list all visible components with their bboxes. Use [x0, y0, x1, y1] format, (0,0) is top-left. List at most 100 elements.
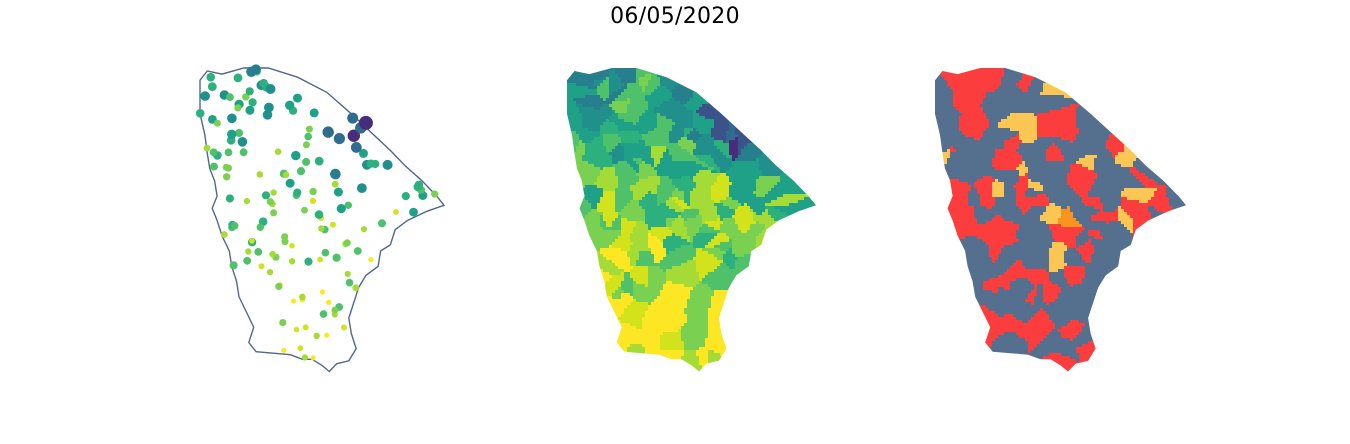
- municipality-dot: [366, 159, 375, 168]
- municipality-region: [1028, 329, 1061, 365]
- municipality-region: [603, 134, 621, 152]
- municipality-dot: [195, 109, 205, 118]
- municipality-region: [1121, 197, 1148, 218]
- municipality-region: [753, 176, 780, 197]
- municipality-dot: [226, 93, 234, 101]
- municipality-region: [1052, 338, 1079, 362]
- municipality-region: [1037, 119, 1058, 137]
- municipality-dot: [269, 250, 276, 258]
- municipality-region: [974, 206, 995, 224]
- municipality-region: [693, 170, 720, 188]
- municipality-dot: [270, 189, 277, 196]
- municipality-dot: [319, 310, 328, 318]
- municipality-dot: [250, 64, 261, 75]
- municipality-region: [995, 260, 1016, 275]
- municipality-region: [732, 239, 744, 257]
- municipality-region: [947, 131, 968, 149]
- municipality-region: [669, 161, 690, 179]
- municipality-region: [1031, 194, 1049, 206]
- municipality-region: [654, 203, 672, 218]
- municipality-region: [1028, 173, 1046, 185]
- municipality-region: [1163, 200, 1186, 284]
- municipality-dot: [233, 73, 243, 83]
- municipality-region: [597, 77, 609, 101]
- municipality-dot: [378, 219, 386, 228]
- municipality-region: [597, 191, 615, 212]
- municipality-region: [786, 194, 816, 260]
- municipality-dot: [223, 173, 231, 181]
- municipality-region: [693, 233, 717, 248]
- municipality-region: [645, 86, 672, 110]
- municipality-region: [669, 215, 690, 242]
- municipality-region: [1001, 164, 1019, 170]
- municipality-dot: [333, 133, 345, 145]
- municipality-region: [735, 68, 816, 143]
- municipality-dot: [368, 257, 374, 263]
- municipality-region: [654, 242, 666, 263]
- municipality-dot: [242, 93, 250, 101]
- municipality-region: [627, 329, 645, 347]
- municipality-region: [1106, 209, 1118, 224]
- municipality-region: [980, 92, 1013, 125]
- municipality-region: [1016, 221, 1034, 251]
- municipality-region: [1055, 227, 1070, 242]
- municipality-region: [1001, 221, 1019, 236]
- municipality-region: [1055, 137, 1073, 161]
- municipality-region: [579, 185, 603, 209]
- municipality-region: [609, 143, 624, 164]
- municipality-dot: [288, 258, 296, 265]
- municipality-region: [663, 233, 690, 254]
- municipality-region: [1031, 251, 1049, 272]
- municipality-region: [965, 152, 983, 173]
- municipality-region: [1019, 173, 1028, 182]
- municipality-region: [983, 236, 1001, 248]
- municipality-region: [642, 305, 663, 335]
- municipality-region: [636, 335, 645, 344]
- municipality-dot: [237, 137, 248, 147]
- municipality-dot: [227, 113, 237, 124]
- municipality-region: [630, 266, 648, 287]
- municipality-dot: [225, 194, 234, 203]
- municipality-dot: [245, 248, 252, 255]
- municipality-region: [1070, 284, 1088, 305]
- municipality-region: [645, 68, 660, 95]
- municipality-region: [618, 131, 642, 143]
- municipality-dot: [310, 355, 316, 361]
- municipality-dot: [249, 238, 255, 244]
- municipality-dot: [239, 148, 248, 157]
- municipality-dot: [333, 187, 343, 197]
- municipality-region: [711, 173, 732, 203]
- municipality-region: [600, 245, 633, 272]
- municipality-dot: [382, 159, 393, 170]
- municipality-region: [1067, 170, 1082, 197]
- municipality-region: [666, 218, 675, 227]
- municipality-region: [747, 194, 765, 215]
- municipality-dot: [256, 223, 264, 231]
- municipality-region: [642, 332, 660, 372]
- municipality-region: [1085, 68, 1148, 140]
- municipality-dot: [318, 225, 325, 232]
- municipality-dot: [285, 178, 295, 188]
- municipality-region: [1109, 164, 1130, 194]
- municipality-region: [1106, 260, 1186, 338]
- municipality-region: [1088, 221, 1106, 230]
- municipality-region: [1076, 155, 1097, 170]
- municipality-region: [1004, 260, 1025, 281]
- municipality-dot: [227, 129, 237, 139]
- municipality-region: [693, 134, 714, 155]
- municipality-dot: [261, 191, 271, 200]
- municipality-dot: [275, 282, 283, 290]
- municipality-region: [744, 203, 756, 224]
- municipality-region: [693, 248, 723, 281]
- municipality-region: [1007, 170, 1019, 185]
- municipality-region: [657, 113, 675, 134]
- municipality-region: [684, 215, 702, 242]
- municipality-region: [609, 98, 630, 113]
- municipality-region: [672, 197, 690, 209]
- municipality-region: [1070, 197, 1091, 227]
- municipality-region: [992, 149, 1007, 170]
- municipality-dot: [279, 319, 287, 327]
- municipality-region: [696, 68, 762, 122]
- municipality-region: [971, 263, 1001, 281]
